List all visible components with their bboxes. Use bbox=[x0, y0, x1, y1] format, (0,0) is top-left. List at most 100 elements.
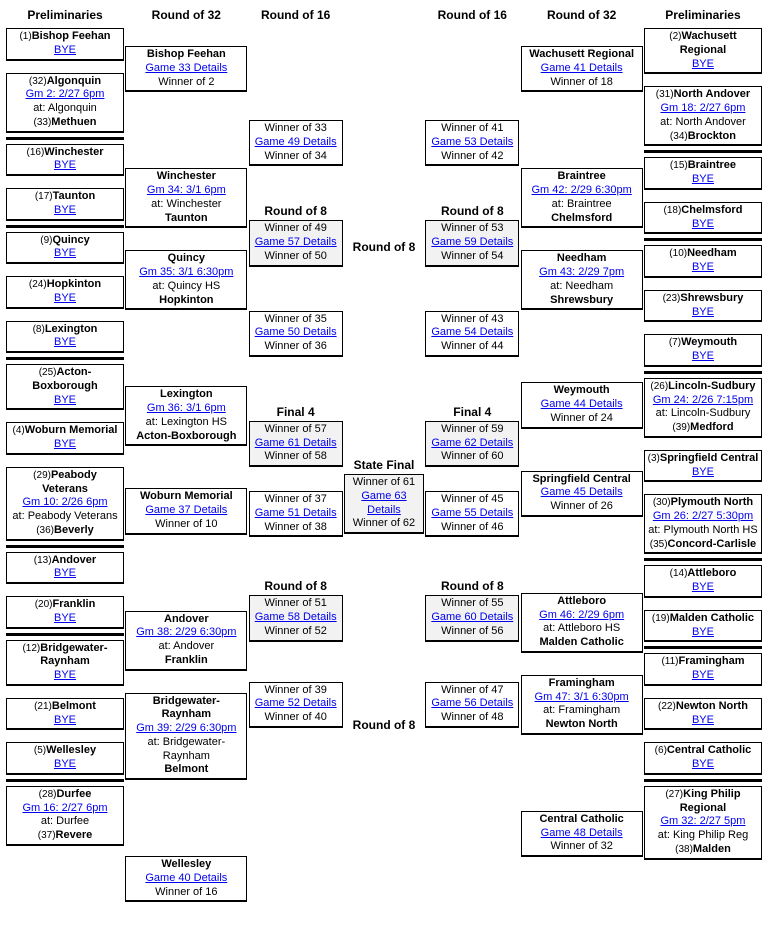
advance-box: Winner of 39Game 52 DetailsWinner of 40 bbox=[249, 682, 343, 728]
game-link[interactable]: Gm 47: 3/1 6:30pm bbox=[535, 691, 629, 703]
round-header: Round of 8 bbox=[344, 716, 424, 734]
round-header: Final 4 bbox=[249, 403, 343, 421]
advance-box: Winner of 51Game 58 DetailsWinner of 52 bbox=[249, 595, 343, 641]
game-link[interactable]: Game 37 Details bbox=[145, 504, 227, 516]
game-link[interactable]: Gm 35: 3/1 6:30pm bbox=[139, 266, 233, 278]
round-header: Round of 8 bbox=[425, 577, 519, 595]
bye-link[interactable]: BYE bbox=[692, 350, 714, 362]
team-a: North Andover bbox=[674, 88, 751, 100]
bye-link[interactable]: BYE bbox=[54, 204, 76, 216]
game-link[interactable]: Game 61 Details bbox=[255, 437, 337, 449]
prelim-box: (12)Bridgewater-RaynhamBYE bbox=[6, 640, 124, 686]
game-link[interactable]: Gm 18: 2/27 6pm bbox=[660, 102, 745, 114]
game-link[interactable]: Gm 43: 2/29 7pm bbox=[539, 266, 624, 278]
bye-link[interactable]: BYE bbox=[692, 58, 714, 70]
winner-b: Winner of 46 bbox=[441, 521, 503, 533]
bye-link[interactable]: BYE bbox=[54, 758, 76, 770]
game-link[interactable]: Gm 38: 2/29 6:30pm bbox=[136, 626, 236, 638]
bye-link[interactable]: BYE bbox=[692, 466, 714, 478]
bye-link[interactable]: BYE bbox=[54, 44, 76, 56]
game-link[interactable]: Game 51 Details bbox=[255, 507, 337, 519]
game-link[interactable]: Game 41 Details bbox=[541, 62, 623, 74]
bye-link[interactable]: BYE bbox=[692, 261, 714, 273]
game-link[interactable]: Game 44 Details bbox=[541, 398, 623, 410]
bye-link[interactable]: BYE bbox=[692, 581, 714, 593]
team-b: Concord-Carlisle bbox=[668, 538, 757, 550]
game-link[interactable]: Game 40 Details bbox=[145, 872, 227, 884]
game-link[interactable]: Game 55 Details bbox=[431, 507, 513, 519]
game-link[interactable]: Gm 26: 2/27 5:30pm bbox=[653, 510, 753, 522]
team: Springfield Central bbox=[660, 452, 758, 464]
bye-link[interactable]: BYE bbox=[54, 336, 76, 348]
game-link[interactable]: Game 57 Details bbox=[255, 236, 337, 248]
location: at: Needham bbox=[550, 280, 613, 292]
game-link[interactable]: Game 60 Details bbox=[431, 611, 513, 623]
advance-box: Winner of 35Game 50 DetailsWinner of 36 bbox=[249, 311, 343, 357]
bye-link[interactable]: BYE bbox=[54, 669, 76, 681]
seed: (2) bbox=[669, 31, 681, 42]
prelim-box: (23)Shrewsbury BYE bbox=[644, 290, 762, 323]
bye-link[interactable]: BYE bbox=[54, 159, 76, 171]
prelim-box: (3)Springfield CentralBYE bbox=[644, 450, 762, 483]
bye-link[interactable]: BYE bbox=[692, 218, 714, 230]
game-link[interactable]: Game 54 Details bbox=[431, 326, 513, 338]
game-link[interactable]: Gm 46: 2/29 6pm bbox=[539, 609, 624, 621]
advance-box: Winner of 61Game 63 DetailsWinner of 62 bbox=[344, 474, 424, 534]
r32-box: Bridgewater-RaynhamGm 39: 2/29 6:30pmat:… bbox=[125, 693, 247, 781]
bye-link[interactable]: BYE bbox=[54, 247, 76, 259]
game-link[interactable]: Gm 36: 3/1 6pm bbox=[147, 402, 226, 414]
prelim-box: (2)Wachusett RegionalBYE bbox=[644, 28, 762, 74]
bye-link[interactable]: BYE bbox=[54, 714, 76, 726]
seed: (23) bbox=[663, 293, 681, 304]
game-link[interactable]: Gm 10: 2/26 6pm bbox=[23, 496, 108, 508]
game-link[interactable]: Game 59 Details bbox=[431, 236, 513, 248]
advance-box: Winner of 45Game 55 DetailsWinner of 46 bbox=[425, 491, 519, 537]
bye-link[interactable]: BYE bbox=[692, 173, 714, 185]
seed: (14) bbox=[670, 568, 688, 579]
game-link[interactable]: Gm 24: 2/26 7:15pm bbox=[653, 394, 753, 406]
winner-b: Winner of 56 bbox=[441, 625, 503, 637]
prelim-box: (11)FraminghamBYE bbox=[644, 653, 762, 686]
game-link[interactable]: Gm 2: 2/27 6pm bbox=[26, 88, 105, 100]
game-link[interactable]: Game 62 Details bbox=[431, 437, 513, 449]
team-b: Brockton bbox=[688, 130, 736, 142]
bye-link[interactable]: BYE bbox=[692, 758, 714, 770]
bye-link[interactable]: BYE bbox=[54, 394, 76, 406]
col-left-mid: Round of 16 Winner of 33Game 49 DetailsW… bbox=[249, 6, 343, 732]
winner-a: Winner of 59 bbox=[441, 423, 503, 435]
bye-link[interactable]: BYE bbox=[54, 438, 76, 450]
team: Central Catholic bbox=[667, 744, 751, 756]
game-link[interactable]: Game 52 Details bbox=[255, 697, 337, 709]
bye-link[interactable]: BYE bbox=[692, 669, 714, 681]
game-link[interactable]: Game 33 Details bbox=[145, 62, 227, 74]
game-link[interactable]: Game 53 Details bbox=[431, 136, 513, 148]
team: Shrewsbury bbox=[680, 292, 743, 304]
game-link[interactable]: Gm 34: 3/1 6pm bbox=[147, 184, 226, 196]
game-link[interactable]: Gm 32: 2/27 5pm bbox=[660, 815, 745, 827]
team-a: Lincoln-Sudbury bbox=[668, 380, 755, 392]
opponent: Belmont bbox=[164, 763, 208, 775]
game-link[interactable]: Game 63 Details bbox=[361, 490, 406, 516]
bye-link[interactable]: BYE bbox=[54, 567, 76, 579]
bye-link[interactable]: BYE bbox=[54, 292, 76, 304]
bye-link[interactable]: BYE bbox=[692, 626, 714, 638]
bye-link[interactable]: BYE bbox=[54, 612, 76, 624]
bye-link[interactable]: BYE bbox=[692, 306, 714, 318]
team: Malden Catholic bbox=[670, 612, 754, 624]
game-link[interactable]: Game 56 Details bbox=[431, 697, 513, 709]
winner-a: Winner of 47 bbox=[441, 684, 503, 696]
game-link[interactable]: Game 49 Details bbox=[255, 136, 337, 148]
game-link[interactable]: Gm 39: 2/29 6:30pm bbox=[136, 722, 236, 734]
team: Winchester bbox=[157, 170, 216, 182]
game-link[interactable]: Gm 16: 2/27 6pm bbox=[23, 802, 108, 814]
r32-box: AndoverGm 38: 2/29 6:30pmat: AndoverFran… bbox=[125, 611, 247, 671]
seed-a: (28) bbox=[39, 789, 57, 800]
game-link[interactable]: Game 50 Details bbox=[255, 326, 337, 338]
prelim-box: (30)Plymouth NorthGm 26: 2/27 5:30pmat: … bbox=[644, 494, 762, 554]
game-link[interactable]: Gm 42: 2/29 6:30pm bbox=[532, 184, 632, 196]
game-link[interactable]: Game 58 Details bbox=[255, 611, 337, 623]
game-link[interactable]: Game 48 Details bbox=[541, 827, 623, 839]
team: Needham bbox=[557, 252, 607, 264]
game-link[interactable]: Game 45 Details bbox=[541, 486, 623, 498]
bye-link[interactable]: BYE bbox=[692, 714, 714, 726]
